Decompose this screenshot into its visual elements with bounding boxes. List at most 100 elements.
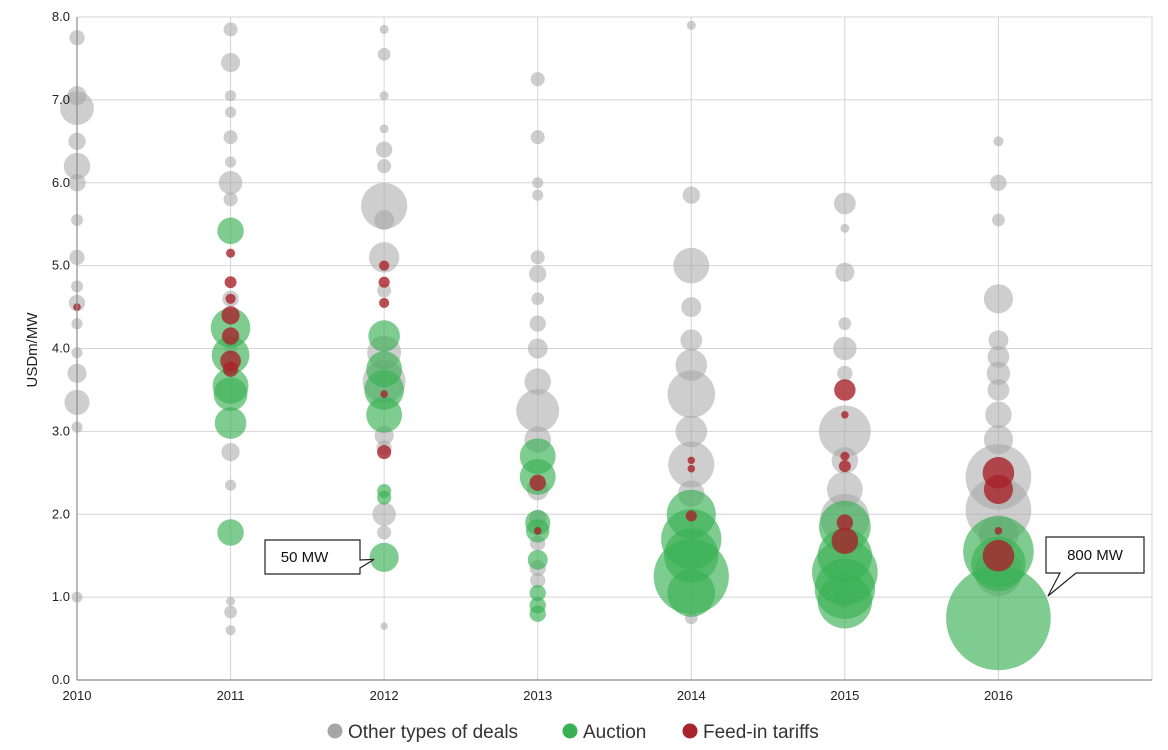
callout-label: 50 MW: [281, 549, 329, 566]
fit-bubble: [685, 510, 697, 522]
x-tick-label: 2014: [677, 688, 706, 703]
other-bubble: [990, 174, 1007, 191]
other-bubble: [379, 91, 389, 101]
other-bubble: [225, 90, 237, 102]
auction-bubble: [946, 565, 1051, 671]
other-bubble: [372, 502, 396, 526]
y-tick-label: 6.0: [52, 175, 70, 190]
fit-bubble: [221, 306, 240, 325]
legend-label: Auction: [583, 722, 646, 743]
other-bubble: [527, 338, 548, 359]
other-bubble: [380, 622, 388, 630]
other-bubble: [221, 442, 240, 462]
auction-bubble: [377, 490, 392, 505]
auction-bubble: [366, 396, 403, 433]
other-bubble: [529, 265, 547, 283]
other-bubble: [673, 247, 710, 284]
other-bubble: [992, 213, 1005, 227]
other-bubble: [377, 47, 391, 61]
legend-item-other: Other types of deals: [327, 722, 518, 743]
other-bubble: [368, 242, 400, 273]
y-tick-label: 0.0: [52, 672, 70, 687]
other-bubble: [225, 156, 237, 168]
legend-marker: [682, 723, 698, 739]
other-bubble: [221, 53, 241, 73]
other-bubble: [835, 262, 855, 282]
other-bubble: [818, 405, 871, 458]
fit-bubble: [983, 474, 1014, 504]
auction-bubble: [217, 519, 244, 546]
fit-bubble: [221, 327, 240, 345]
other-bubble: [223, 192, 238, 207]
other-bubble: [675, 415, 708, 448]
callouts: 50 MW 800 MW: [264, 536, 1145, 597]
y-tick-label: 7.0: [52, 92, 70, 107]
other-bubble: [682, 186, 700, 204]
other-bubble: [375, 141, 393, 158]
other-bubble: [833, 192, 856, 215]
other-bubble: [374, 210, 395, 231]
fit-bubble: [834, 379, 856, 401]
y-tick-label: 4.0: [52, 341, 70, 356]
fit-bubble: [994, 527, 1003, 535]
other-bubble: [224, 605, 237, 619]
other-bubble: [379, 124, 389, 134]
fit-bubble: [378, 276, 390, 288]
callout-box: [1045, 536, 1145, 597]
series-auction: [210, 217, 1051, 671]
series-fit: [73, 248, 1015, 572]
auction-bubble: [664, 528, 719, 583]
callout-box: [264, 539, 375, 575]
other-bubble: [218, 171, 243, 195]
other-bubble: [668, 441, 715, 488]
other-bubble: [833, 336, 857, 361]
other-bubble: [987, 345, 1010, 368]
other-bubble: [532, 189, 544, 201]
fit-bubble: [377, 445, 392, 460]
other-bubble: [223, 22, 238, 37]
other-bubble: [361, 182, 408, 230]
auction-bubble: [366, 351, 403, 388]
auction-bubble: [369, 542, 399, 572]
other-bubble: [379, 24, 389, 34]
other-bubble: [681, 297, 702, 318]
other-bubble: [531, 292, 545, 306]
fit-bubble: [529, 474, 546, 491]
auction-bubble: [217, 217, 244, 245]
other-bubble: [530, 130, 545, 145]
other-bubble: [986, 361, 1011, 386]
other-bubble: [225, 106, 237, 118]
legend-label: Feed-in tariffs: [703, 722, 819, 743]
other-bubble: [837, 365, 853, 381]
fit-bubble: [226, 248, 236, 258]
y-tick-label: 3.0: [52, 423, 70, 438]
fit-bubble: [836, 514, 854, 531]
fit-bubble: [838, 460, 851, 473]
x-tick-label: 2013: [523, 688, 552, 703]
auction-bubble: [529, 584, 546, 602]
callout-800mw: 800 MW: [1045, 536, 1145, 597]
other-bubble: [987, 379, 1010, 401]
y-tick-label: 2.0: [52, 506, 70, 521]
auction-bubble: [667, 569, 716, 617]
x-tick-label: 2015: [830, 688, 859, 703]
fit-bubble: [222, 361, 239, 377]
other-bubble: [377, 159, 392, 174]
series-other: [60, 20, 1032, 636]
fit-bubble: [840, 451, 850, 461]
other-bubble: [667, 370, 716, 418]
legend-label: Other types of deals: [348, 722, 518, 743]
callout-50mw: 50 MW: [264, 539, 375, 575]
other-bubble: [532, 177, 544, 189]
y-tick-label: 8.0: [52, 9, 70, 24]
y-tick-label: 5.0: [52, 258, 70, 273]
legend: Other types of deals Auction Feed-in tarif…: [327, 722, 819, 743]
other-bubble: [225, 625, 236, 636]
other-bubble: [377, 283, 392, 298]
x-tick-label: 2016: [984, 688, 1013, 703]
auction-bubble: [213, 377, 248, 411]
legend-item-auction: Auction: [562, 722, 646, 743]
auction-bubble: [527, 549, 548, 570]
